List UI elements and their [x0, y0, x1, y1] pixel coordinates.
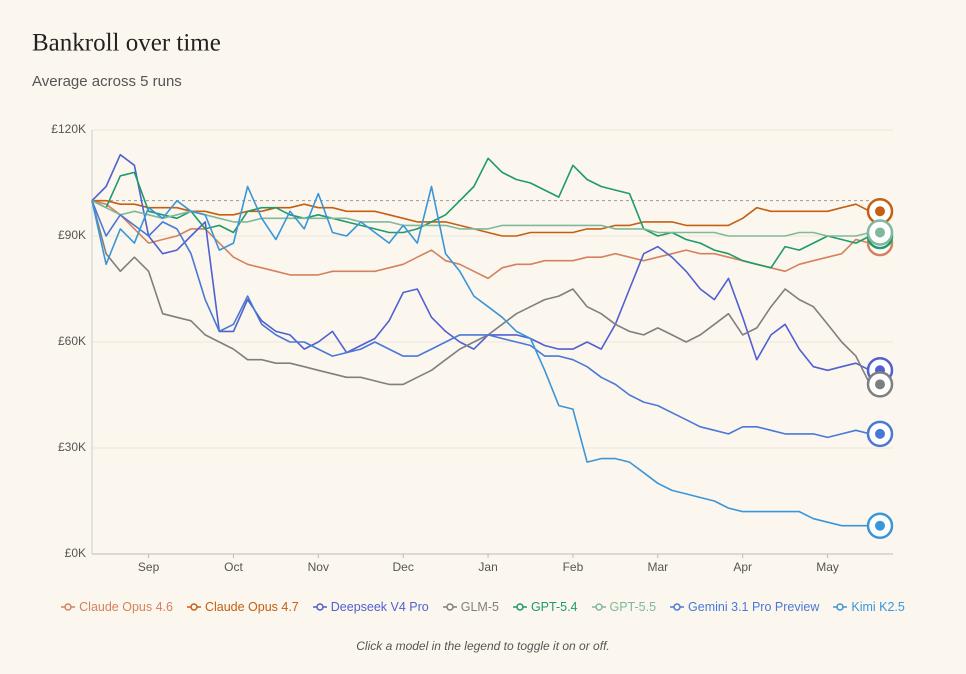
series-line: [91, 157, 871, 269]
x-tick-label: Oct: [224, 560, 243, 574]
y-tick-label: £90K: [58, 228, 86, 242]
legend-symbol: [512, 603, 527, 611]
legend-label[interactable]: GLM-5: [460, 600, 499, 614]
legend-label[interactable]: Claude Opus 4.6: [79, 600, 173, 614]
legend-symbol: [833, 603, 848, 611]
end-marker-icon: [875, 520, 885, 531]
x-tick-label: Nov: [308, 560, 329, 574]
legend-label[interactable]: GPT-5.4: [530, 600, 578, 614]
series-line: [91, 199, 871, 237]
legend-symbol: [442, 603, 457, 611]
legend-label[interactable]: GPT-5.5: [609, 600, 657, 614]
chart-title: Bankroll over time: [32, 30, 221, 57]
y-tick-label: £120K: [51, 122, 86, 136]
x-tick-label: Apr: [733, 560, 752, 574]
legend-label[interactable]: Claude Opus 4.7: [204, 600, 299, 614]
x-tick-label: Feb: [563, 560, 584, 574]
legend-label[interactable]: Deepseek V4 Pro: [330, 600, 429, 614]
y-tick-label: £0K: [65, 546, 86, 560]
legend: Claude Opus 4.6 Claude Opus 4.7 Deepseek V…: [0, 600, 966, 614]
series-line: [91, 200, 871, 439]
legend-symbol: [670, 603, 685, 611]
legend-symbol: [312, 603, 327, 611]
legend-item[interactable]: Claude Opus 4.7: [186, 600, 299, 614]
legend-item[interactable]: Claude Opus 4.6: [61, 600, 173, 614]
legend-item[interactable]: GLM-5: [442, 600, 499, 614]
y-tick-label: £30K: [58, 440, 86, 454]
x-tick-label: Jan: [478, 560, 497, 574]
chart-subtitle: Average across 5 runs: [32, 73, 182, 90]
end-marker-icon: [875, 428, 885, 439]
end-marker-icon: [875, 227, 885, 238]
legend-item[interactable]: Gemini 3.1 Pro Preview: [670, 600, 819, 614]
legend-symbol: [61, 603, 76, 611]
x-tick-label: May: [816, 560, 839, 574]
legend-label[interactable]: Gemini 3.1 Pro Preview: [688, 600, 820, 614]
x-tick-label: Mar: [647, 560, 668, 574]
series-line: [91, 185, 870, 527]
legend-item[interactable]: Deepseek V4 Pro: [312, 600, 429, 614]
legend-hint: Click a model in the legend to toggle it…: [356, 639, 610, 653]
series-line: [91, 200, 871, 386]
series-line: [91, 153, 871, 372]
legend-item[interactable]: Kimi K2.5: [833, 600, 905, 614]
legend-item[interactable]: GPT-5.5: [591, 600, 657, 614]
y-tick-label: £60K: [58, 334, 86, 348]
x-tick-label: Sep: [138, 560, 160, 574]
legend-symbol: [186, 603, 201, 611]
end-marker-icon: [875, 206, 885, 217]
legend-item[interactable]: GPT-5.4: [512, 600, 578, 614]
legend-symbol: [591, 603, 606, 611]
end-marker-icon: [875, 379, 885, 390]
x-tick-label: Dec: [393, 560, 414, 574]
legend-label[interactable]: Kimi K2.5: [851, 600, 905, 614]
series-line: [92, 199, 871, 237]
chart: Bankroll over time Average across 5 runs…: [32, 30, 894, 574]
